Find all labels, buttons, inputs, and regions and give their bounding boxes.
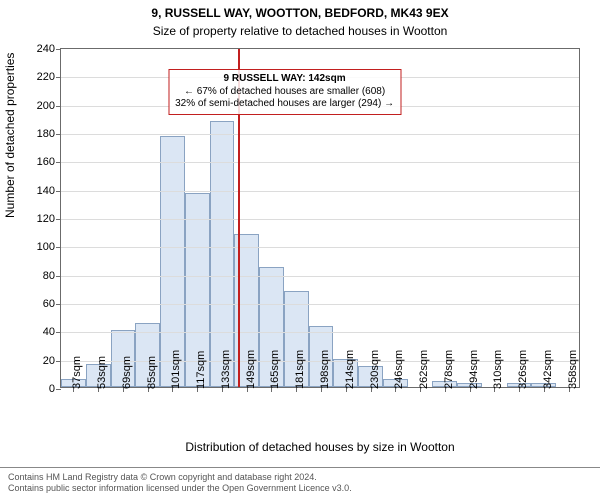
y-tick-label: 0: [15, 383, 55, 395]
plot-area: 9 RUSSELL WAY: 142sqm ← 67% of detached …: [60, 48, 580, 388]
x-tick-label: 358sqm: [567, 350, 579, 389]
x-tick-label: 262sqm: [418, 350, 430, 389]
x-tick-label: 326sqm: [517, 350, 529, 389]
chart-title-main: 9, RUSSELL WAY, WOOTTON, BEDFORD, MK43 9…: [0, 6, 600, 20]
x-tick-label: 198sqm: [319, 350, 331, 389]
x-tick-label: 246sqm: [393, 350, 405, 389]
x-tick-label: 214sqm: [344, 350, 356, 389]
y-tick-label: 220: [15, 71, 55, 83]
footer-line-2: Contains public sector information licen…: [8, 483, 592, 494]
footer-line-1: Contains HM Land Registry data © Crown c…: [8, 472, 592, 483]
x-tick-label: 294sqm: [468, 350, 480, 389]
x-tick-label: 37sqm: [71, 356, 83, 389]
x-tick-label: 165sqm: [269, 350, 281, 389]
x-tick-label: 149sqm: [245, 350, 257, 389]
x-tick-label: 69sqm: [121, 356, 133, 389]
y-tick-label: 180: [15, 128, 55, 140]
y-tick-label: 160: [15, 156, 55, 168]
bar: [210, 121, 235, 387]
y-tick-label: 40: [15, 326, 55, 338]
x-tick-label: 278sqm: [443, 350, 455, 389]
x-axis-label: Distribution of detached houses by size …: [60, 440, 580, 454]
x-tick-label: 181sqm: [294, 350, 306, 389]
y-tick-label: 240: [15, 43, 55, 55]
annotation-line-2: ← 67% of detached houses are smaller (60…: [175, 86, 394, 99]
annotation-line-1: 9 RUSSELL WAY: 142sqm: [175, 73, 394, 86]
x-tick-label: 53sqm: [96, 356, 108, 389]
y-tick-label: 120: [15, 213, 55, 225]
x-tick-label: 310sqm: [492, 350, 504, 389]
y-tick-label: 60: [15, 298, 55, 310]
chart-title-sub: Size of property relative to detached ho…: [0, 24, 600, 38]
x-tick-label: 85sqm: [146, 356, 158, 389]
y-tick-label: 80: [15, 270, 55, 282]
y-tick-label: 100: [15, 241, 55, 253]
chart-container: 9, RUSSELL WAY, WOOTTON, BEDFORD, MK43 9…: [0, 0, 600, 500]
y-tick-label: 20: [15, 355, 55, 367]
x-tick-label: 230sqm: [369, 350, 381, 389]
footer: Contains HM Land Registry data © Crown c…: [0, 467, 600, 495]
y-tick-label: 200: [15, 100, 55, 112]
x-tick-label: 117sqm: [195, 351, 207, 389]
x-tick-label: 342sqm: [542, 350, 554, 389]
x-tick-label: 101sqm: [170, 350, 182, 389]
y-tick-label: 140: [15, 185, 55, 197]
annotation-box: 9 RUSSELL WAY: 142sqm ← 67% of detached …: [168, 69, 401, 115]
annotation-line-3: 32% of semi-detached houses are larger (…: [175, 98, 394, 111]
x-tick-label: 133sqm: [220, 350, 232, 389]
